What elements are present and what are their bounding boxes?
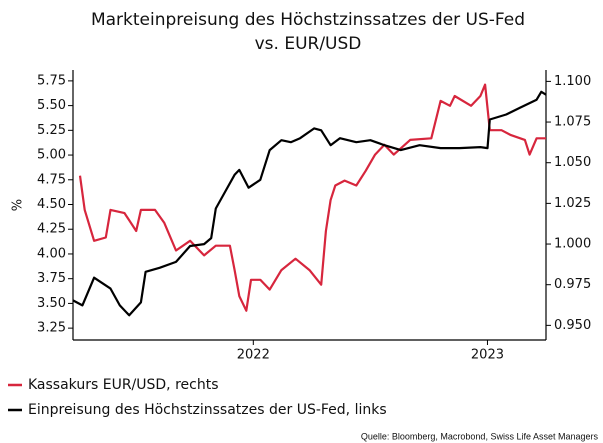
y-tick-label: 4.25 [37, 222, 66, 237]
x-tick-label: 2022 [237, 348, 270, 363]
y2-tick-label: 1.000 [554, 237, 591, 252]
chart-title: Markteinpreisung des Höchstzinssatzes de… [91, 10, 525, 30]
series-line [72, 90, 547, 317]
y-tick-label: 4.00 [37, 246, 66, 261]
legend-label: Kassakurs EUR/USD, rechts [28, 377, 219, 393]
y2-tick-label: 1.025 [554, 196, 591, 211]
y2-tick-label: 0.950 [554, 318, 591, 333]
y-tick-label: 5.25 [37, 123, 66, 138]
chart-title: vs. EUR/USD [255, 34, 362, 54]
y-tick-label: 3.50 [37, 296, 66, 311]
y-axis-label: % [11, 199, 26, 211]
y2-tick-label: 1.100 [554, 74, 591, 89]
y-tick-label: 3.25 [37, 321, 66, 336]
source: Quelle: Bloomberg, Macrobond, Swiss Life… [361, 431, 599, 441]
y-tick-label: 4.50 [37, 197, 66, 212]
y-tick-label: 3.75 [37, 271, 66, 286]
y-tick-label: 5.00 [37, 148, 66, 163]
x-tick-label: 2023 [471, 348, 504, 363]
y-tick-label: 5.50 [37, 98, 66, 113]
y-tick-label: 5.75 [37, 73, 66, 88]
y-tick-label: 4.75 [37, 172, 66, 187]
y2-tick-label: 0.975 [554, 277, 591, 292]
series-line [78, 83, 546, 312]
legend-label: Einpreisung des Höchstzinssatzes der US-… [28, 402, 387, 418]
y2-tick-label: 1.075 [554, 115, 591, 130]
y2-tick-label: 1.050 [554, 155, 591, 170]
